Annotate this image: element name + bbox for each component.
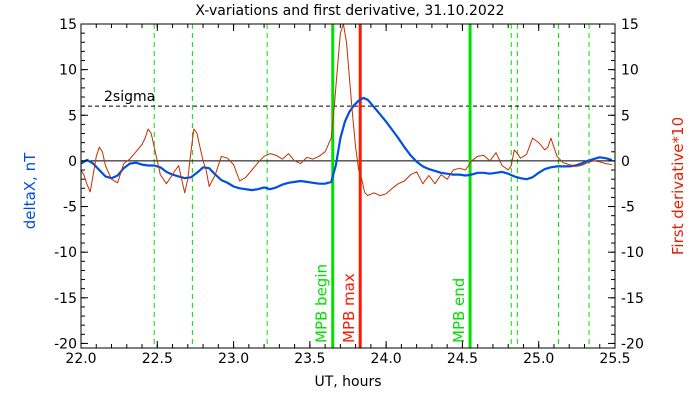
x-tick-label: 25.0: [523, 351, 554, 367]
event-label: MPB end: [450, 278, 468, 343]
y-axis-left-label: deltaX, nT: [21, 152, 39, 229]
event-label: MPB begin: [313, 264, 331, 343]
series-line-derivative: [80, 23, 612, 197]
plot-area: MPB begin MPB max MPB end: [80, 23, 615, 348]
y-tick-label-right: 5: [621, 108, 630, 124]
y-tick-label-left: 0: [68, 154, 77, 170]
y-tick-label-right: -5: [621, 200, 635, 216]
y-tick-label-right: 0: [621, 154, 630, 170]
y-tick-label-right: 10: [621, 63, 639, 79]
x-tick-label: 23.0: [218, 351, 249, 367]
x-tick-label: 25.5: [599, 351, 630, 367]
x-tick-label: 24.0: [371, 351, 402, 367]
y-tick-label-left: 5: [68, 108, 77, 124]
event-label: MPB max: [340, 273, 358, 343]
x-axis-label: UT, hours: [314, 374, 381, 390]
y-tick-label-left: -5: [63, 200, 77, 216]
y-tick-label-right: 15: [621, 17, 639, 33]
plot-frame: [80, 23, 616, 349]
chart-title: X-variations and first derivative, 31.10…: [195, 3, 504, 19]
y-tick-label-right: -20: [621, 336, 644, 352]
y-axis-right-label: First derivative*10: [669, 117, 687, 255]
y-tick-label-left: 15: [59, 17, 77, 33]
y-tick-label-left: -10: [54, 245, 77, 261]
y-tick-label-right: -15: [621, 291, 644, 307]
y-tick-label-right: -10: [621, 245, 644, 261]
y-tick-label-left: -20: [54, 336, 77, 352]
y-tick-label-left: 10: [59, 63, 77, 79]
x-tick-label: 23.5: [294, 351, 325, 367]
axes: 22.0 22.5 23.0 23.5 24.0 24.5 25.0 25.5 15 15 10 10…: [54, 17, 644, 367]
x-tick-label: 24.5: [447, 351, 478, 367]
threshold-label: 2sigma: [104, 89, 155, 105]
y-tick-label-left: -15: [54, 291, 77, 307]
x-tick-label: 22.5: [142, 351, 173, 367]
x-tick-label: 22.0: [65, 351, 96, 367]
